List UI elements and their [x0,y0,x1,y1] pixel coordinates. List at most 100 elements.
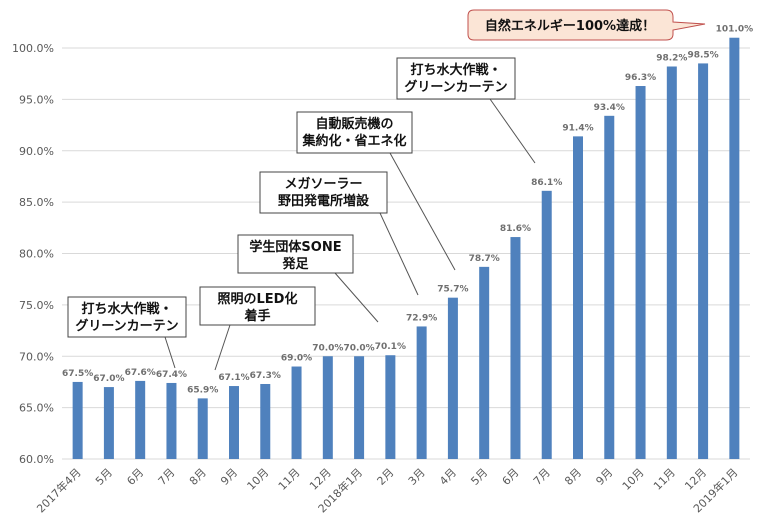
annotation-leader-line [379,212,419,296]
bar [604,115,615,459]
annotation-text: 着手 [243,308,270,324]
bar [166,382,177,459]
data-label: 91.4% [562,123,593,133]
bar [260,383,271,459]
y-tick-label: 85.0% [19,196,54,209]
annotation-text: 自動販売機の [315,116,393,132]
bar [416,326,427,459]
annotation-leader-line [334,272,379,323]
x-tick-label: 2017年4月 [34,465,84,515]
annotation-leader-line [489,98,536,164]
data-label: 67.1% [218,373,249,383]
data-label: 70.0% [312,343,343,353]
y-tick-label: 100.0% [12,42,54,55]
data-label: 98.5% [687,50,718,60]
data-label: 67.0% [93,374,124,384]
annotation-text: 打ち水大作戦・ [410,62,501,78]
annotation-leader-line [164,336,176,369]
bar [103,387,114,459]
y-tick-label: 60.0% [19,453,54,466]
data-label: 81.6% [500,224,531,234]
data-label: 75.7% [437,285,468,295]
x-tick-label: 9月 [218,466,240,488]
data-label: 65.9% [187,385,218,395]
x-tick-label: 2月 [375,466,397,488]
x-tick-label: 8月 [187,466,209,488]
bar [666,66,677,460]
bar [72,381,83,459]
annotation-text: 照明のLED化 [218,291,298,307]
x-tick-label: 10月 [620,466,647,493]
data-label: 67.6% [125,368,156,378]
annotation-box [67,296,187,338]
x-tick-label: 12月 [682,466,709,493]
bar [541,190,552,459]
x-tick-label: 3月 [406,466,428,488]
data-label: 72.9% [406,313,437,323]
y-tick-label: 65.0% [19,402,54,415]
x-tick-label: 10月 [245,466,272,493]
annotation-text: 自然エネルギー100%達成！ [485,18,655,34]
bar [354,356,365,459]
bar [322,356,333,459]
bar [573,136,583,460]
annotation-leader-line [389,152,456,271]
data-label: 96.3% [625,73,656,83]
bar [135,380,146,459]
annotation-box [237,234,354,274]
y-tick-label: 70.0% [19,350,54,363]
annotation-text: 野田発電所増設 [278,193,370,209]
annotation-text: 打ち水大作戦・ [81,301,172,317]
data-label: 67.5% [62,369,93,379]
x-tick-label: 5月 [468,466,490,488]
annotation-text: グリーンカーテン [75,318,178,334]
bar [447,297,458,459]
data-label: 101.0% [716,25,754,35]
bar [635,86,646,459]
x-tick-label: 5月 [93,466,115,488]
bar [229,386,239,459]
data-label: 70.1% [375,342,406,352]
data-label: 86.1% [531,178,562,188]
bar [291,366,302,459]
x-tick-label: 12月 [307,466,334,493]
x-tick-label: 8月 [562,466,584,488]
annotation-text: グリーンカーテン [404,79,507,95]
annotation-leader-line [214,324,231,371]
data-label: 67.4% [156,370,187,380]
y-tick-label: 75.0% [19,299,54,312]
annotation-box [296,111,413,154]
bar [197,398,208,459]
annotation-box [259,171,388,214]
x-tick-label: 11月 [651,466,678,493]
annotation-text: メガソーラー [284,177,362,192]
annotation-text: 集約化・省エネ化 [301,133,406,149]
x-tick-label: 9月 [593,466,615,488]
x-tick-label: 7月 [531,466,553,488]
bar [729,37,740,459]
annotation-box [199,286,316,326]
data-label: 98.2% [656,53,687,63]
y-tick-label: 80.0% [19,248,54,261]
annotation-text: 学生団体SONE [249,239,341,255]
bar [479,266,490,459]
annotation-text: 発足 [281,256,309,272]
bar [385,355,396,459]
x-tick-label: 6月 [124,466,146,488]
data-label: 67.3% [250,371,281,381]
bar [698,63,709,459]
data-label: 93.4% [594,103,625,113]
y-tick-label: 95.0% [19,93,54,106]
y-tick-label: 90.0% [19,145,54,158]
x-tick-label: 4月 [437,466,459,488]
x-tick-label: 7月 [156,466,178,488]
bar [510,237,521,459]
data-label: 78.7% [469,254,500,264]
data-label: 69.0% [281,354,312,364]
annotation-box [396,57,516,100]
data-label: 70.0% [343,343,374,353]
x-tick-label: 11月 [276,466,303,493]
callout-bubble [467,9,706,41]
x-tick-label: 6月 [500,466,522,488]
